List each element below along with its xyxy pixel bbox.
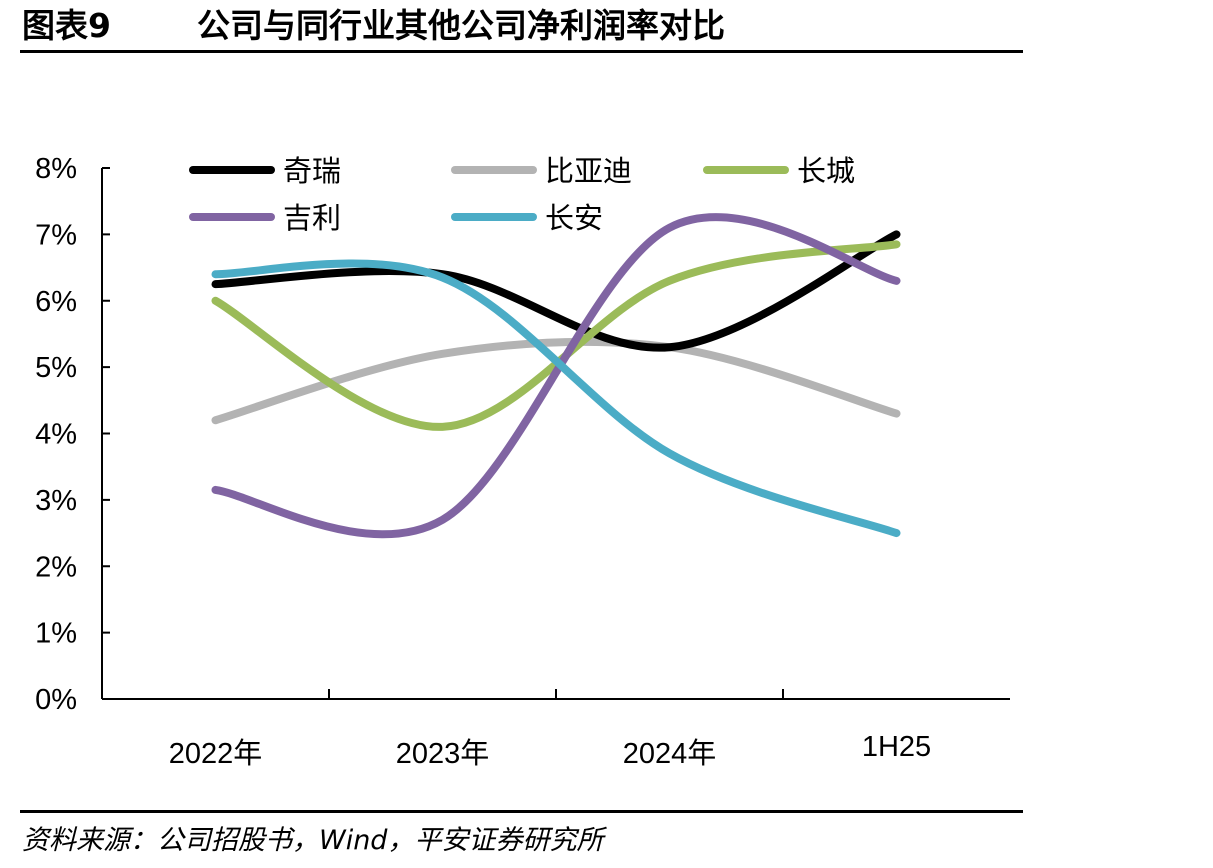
legend-label-3: 长城 bbox=[797, 154, 855, 188]
chart-series bbox=[211, 213, 901, 539]
figure-title-text: 公司与同行业其他公司净利润率对比 bbox=[197, 6, 725, 45]
legend-label-1: 奇瑞 bbox=[283, 154, 341, 188]
series-line-1 bbox=[211, 230, 901, 352]
top-rule bbox=[20, 50, 1023, 53]
x-tick-label: 1H25 bbox=[862, 731, 931, 763]
legend-label-4: 吉利 bbox=[283, 201, 341, 235]
y-tick-label: 6% bbox=[35, 286, 77, 318]
series-line-3 bbox=[211, 240, 901, 431]
figure-number: 图表9 bbox=[22, 6, 111, 45]
series-line-5 bbox=[211, 259, 901, 538]
legend-label-2: 比亚迪 bbox=[545, 154, 632, 188]
y-tick-label: 3% bbox=[35, 485, 77, 517]
legend-label-5: 长安 bbox=[545, 201, 603, 235]
y-tick-label: 0% bbox=[35, 684, 77, 716]
bottom-rule bbox=[20, 810, 1023, 813]
chart-axes: 0% 1% 2% 3% 4% 5% 6% 7% 8% 2022年 2023年 2024年 1H25 bbox=[35, 153, 1010, 770]
y-tick-label: 2% bbox=[35, 551, 77, 583]
x-tick-label: 2022年 bbox=[169, 737, 263, 770]
y-tick-label: 8% bbox=[35, 153, 77, 185]
figure-title: 图表9 公司与同行业其他公司净利润率对比 bbox=[22, 4, 725, 48]
y-tick-label: 1% bbox=[35, 618, 77, 650]
y-tick-label: 7% bbox=[35, 219, 77, 251]
x-tick-label: 2024年 bbox=[623, 737, 717, 770]
series-line-4 bbox=[211, 213, 901, 539]
y-tick-label: 5% bbox=[35, 352, 77, 384]
y-tick-label: 4% bbox=[35, 419, 77, 451]
x-tick-label: 2023年 bbox=[396, 737, 490, 770]
series-line-2 bbox=[211, 337, 901, 425]
source-note: 资料来源：公司招股书，Wind，平安证券研究所 bbox=[22, 825, 604, 856]
